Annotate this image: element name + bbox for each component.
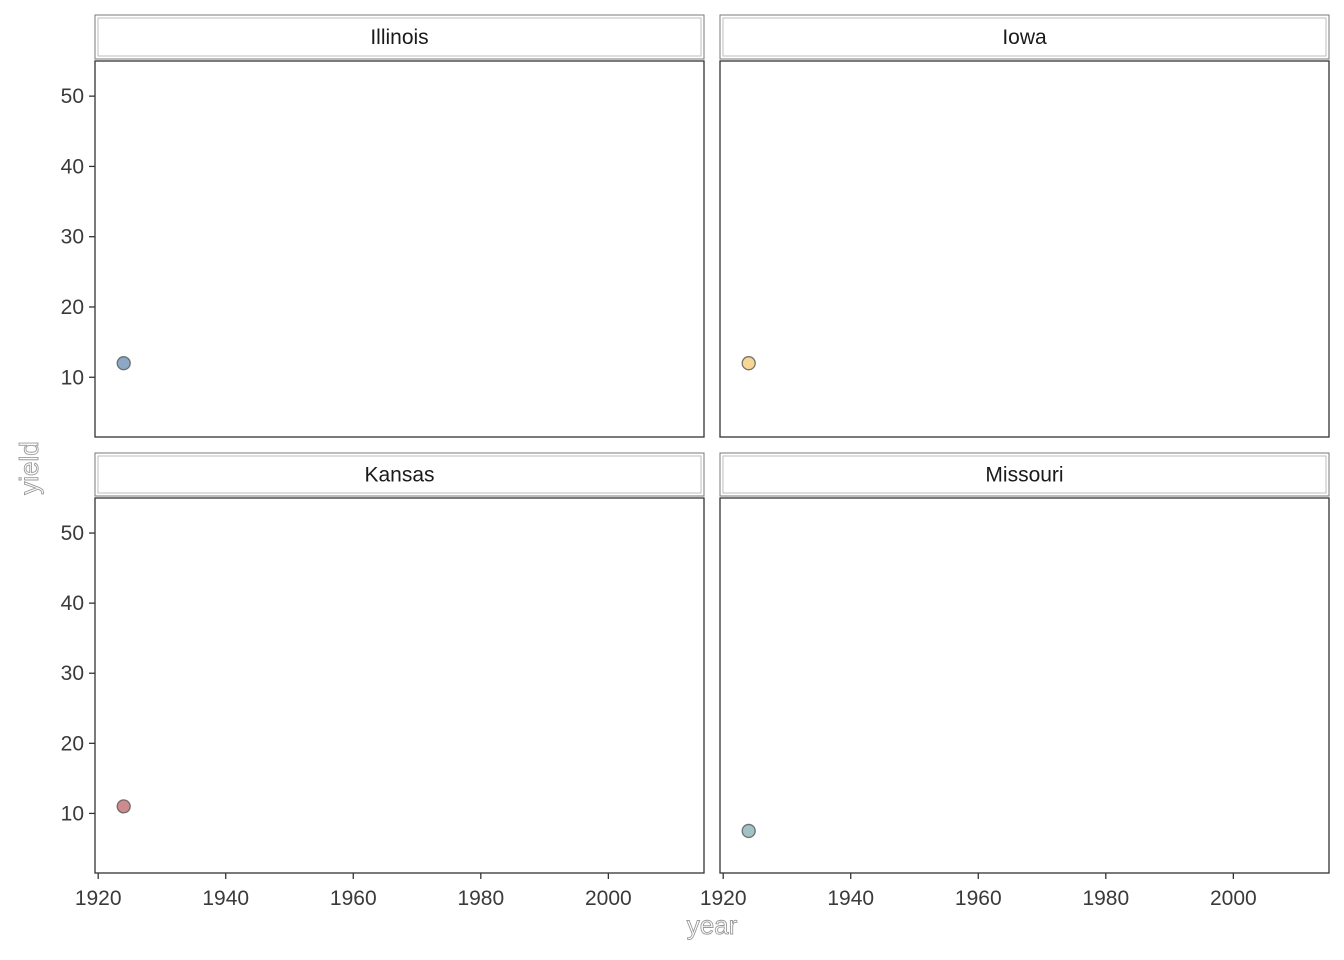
- data-point-missouri: [741, 823, 756, 839]
- y-tick-label: 10: [61, 366, 84, 389]
- x-tick-label: 2000: [1210, 887, 1257, 910]
- y-tick-label: 30: [61, 662, 84, 685]
- data-point-illinois: [116, 356, 131, 371]
- facet-strip: [94, 452, 705, 497]
- facet-title: Illinois: [370, 26, 428, 49]
- panel-area: [94, 60, 705, 438]
- y-tick-label: 40: [61, 155, 84, 178]
- y-tick-label: 20: [61, 732, 84, 755]
- y-tick-label: 10: [61, 802, 84, 825]
- x-tick-label: 1980: [457, 887, 504, 910]
- panel-area: [719, 60, 1330, 438]
- facet-panel-illinois: Illinois 10 20 30 40 50: [61, 14, 705, 438]
- facet-title: Kansas: [364, 464, 434, 487]
- panel-area: [94, 497, 705, 874]
- facet-strip: [719, 452, 1330, 497]
- facet-title: Iowa: [1002, 26, 1047, 49]
- x-tick-label: 1920: [700, 887, 747, 910]
- facet-title: Missouri: [985, 464, 1063, 487]
- panel-area: [719, 497, 1330, 874]
- x-tick-label: 1920: [75, 887, 122, 910]
- y-tick-label: 40: [61, 592, 84, 615]
- data-point-iowa: [741, 356, 756, 371]
- x-tick-label: 1940: [202, 887, 249, 910]
- data-point-kansas: [116, 799, 131, 814]
- facet-strip-inner-border: [97, 455, 702, 494]
- x-tick-label: 1960: [955, 887, 1002, 910]
- facet-panel-missouri: Missouri 1920 1940 1960 1980 2000: [700, 452, 1330, 910]
- x-tick-label: 1940: [827, 887, 874, 910]
- facet-strip-inner-border: [722, 17, 1327, 57]
- y-tick-label: 20: [61, 296, 84, 319]
- x-tick-label: 1960: [330, 887, 377, 910]
- facet-panel-kansas: Kansas 10 20 30 40 50 1920 1940 1960 1980 2000: [61, 452, 705, 910]
- y-axis-title: yield: [14, 441, 44, 494]
- x-tick-label: 1980: [1082, 887, 1129, 910]
- facet-strip: [719, 14, 1330, 60]
- y-tick-label: 50: [61, 522, 84, 545]
- facet-strip: [94, 14, 705, 60]
- y-tick-label: 30: [61, 226, 84, 249]
- facet-panel-iowa: Iowa: [719, 14, 1330, 438]
- x-axis-title: year: [687, 910, 738, 940]
- y-tick-label: 50: [61, 85, 84, 108]
- facet-strip-inner-border: [722, 455, 1327, 494]
- x-tick-label: 2000: [585, 887, 632, 910]
- facet-strip-inner-border: [97, 17, 702, 57]
